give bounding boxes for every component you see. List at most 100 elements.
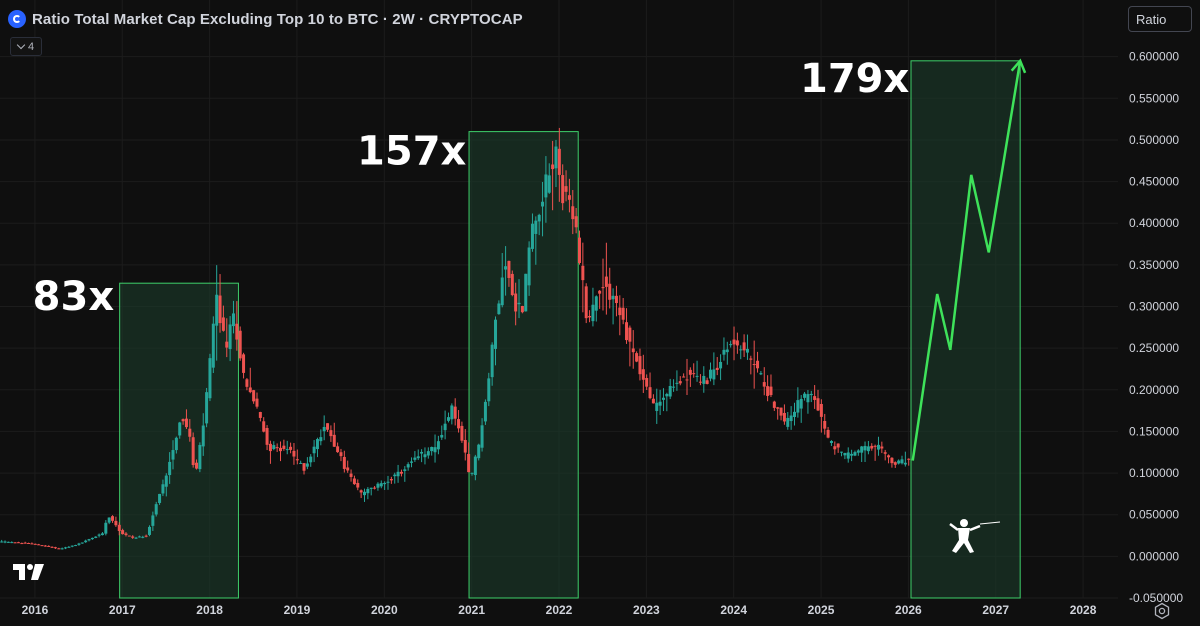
gear-icon[interactable]: [1153, 602, 1171, 620]
candle: [591, 304, 595, 322]
candle: [94, 536, 98, 538]
x-axis-tick-label: 2025: [808, 603, 835, 617]
candle: [705, 380, 709, 384]
candle: [813, 396, 817, 400]
candle: [829, 440, 833, 444]
candle: [90, 537, 94, 540]
candle: [352, 478, 356, 485]
candle: [319, 437, 323, 442]
candle: [601, 287, 605, 289]
candle: [541, 201, 545, 207]
highlight-box: [119, 282, 239, 599]
candle: [3, 541, 7, 543]
candle: [147, 526, 151, 535]
candle: [695, 375, 699, 377]
candle: [463, 439, 467, 453]
candle: [20, 543, 24, 545]
candle: [80, 542, 84, 544]
candle: [349, 473, 353, 477]
candle: [373, 487, 377, 489]
candle: [477, 444, 481, 459]
candle: [57, 548, 61, 550]
candle: [188, 428, 192, 437]
fencer-icon: [949, 519, 1001, 553]
candle: [168, 461, 172, 476]
projection-arrowhead: [1010, 58, 1027, 74]
candle: [645, 377, 649, 387]
candle: [386, 481, 390, 483]
candle: [520, 305, 524, 313]
x-axis-tick-label: 2021: [458, 603, 485, 617]
candle: [13, 542, 17, 544]
candle: [574, 216, 578, 228]
candle: [460, 425, 464, 441]
candle: [836, 443, 840, 448]
candle: [655, 402, 659, 411]
candle: [799, 398, 803, 409]
y-axis-tick-label: 0.100000: [1129, 466, 1179, 480]
candle: [272, 445, 276, 450]
candle: [406, 464, 410, 468]
candle: [668, 385, 672, 397]
x-axis-tick-label: 2024: [720, 603, 747, 617]
candle: [893, 462, 897, 465]
candle: [846, 452, 850, 459]
x-axis-tick-label: 2018: [196, 603, 223, 617]
candle: [416, 456, 420, 459]
symbol-title[interactable]: Ratio Total Market Cap Excluding Top 10 …: [32, 10, 523, 28]
candle: [782, 412, 786, 422]
x-axis-tick-label: 2023: [633, 603, 660, 617]
candle: [739, 349, 743, 351]
candle: [903, 462, 907, 465]
candle: [326, 423, 330, 430]
candle: [457, 419, 461, 429]
candle: [732, 339, 736, 345]
candle: [446, 417, 450, 421]
candle: [433, 447, 437, 453]
candle: [174, 437, 178, 451]
candle: [151, 515, 155, 526]
candle: [127, 535, 131, 537]
candle: [342, 456, 346, 469]
projection-line: [911, 60, 1022, 461]
candle: [567, 195, 571, 200]
y-axis-tick-label: 0.600000: [1129, 50, 1179, 64]
candle: [554, 146, 558, 169]
candle: [887, 455, 891, 458]
candle: [803, 393, 807, 398]
chevron-down-icon: [16, 40, 26, 50]
candle: [719, 361, 723, 369]
candle: [823, 420, 827, 429]
candle: [581, 265, 585, 281]
candle: [248, 387, 252, 393]
indicators-toggle-button[interactable]: 4: [10, 37, 42, 56]
candle: [658, 401, 662, 406]
candle: [50, 546, 54, 548]
candle: [346, 467, 350, 471]
candle: [876, 444, 880, 450]
candle: [779, 407, 783, 416]
candle: [77, 543, 81, 545]
candle: [745, 348, 749, 353]
y-axis-tick-label: 0.250000: [1129, 341, 1179, 355]
candle: [809, 393, 813, 396]
y-axis-tick-label: 0.000000: [1129, 549, 1179, 563]
candle: [104, 522, 108, 534]
candle: [201, 425, 205, 447]
candle: [702, 375, 706, 384]
tradingview-logo-icon[interactable]: [13, 562, 47, 582]
scale-mode-button[interactable]: Ratio: [1128, 6, 1192, 32]
candle: [211, 323, 215, 368]
candle: [235, 323, 239, 340]
y-axis-tick-label: 0.400000: [1129, 216, 1179, 230]
candle: [0, 541, 4, 543]
x-axis-tick-label: 2016: [22, 603, 49, 617]
candle: [900, 459, 904, 464]
x-axis-tick-label: 2020: [371, 603, 398, 617]
candle: [53, 547, 57, 549]
x-axis-tick-label: 2026: [895, 603, 922, 617]
candle: [688, 369, 692, 375]
candle: [860, 446, 864, 453]
candle: [816, 398, 820, 411]
